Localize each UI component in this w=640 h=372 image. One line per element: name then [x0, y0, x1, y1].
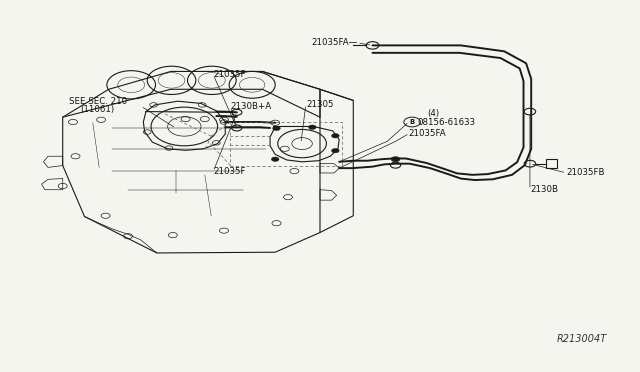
Circle shape [332, 134, 339, 138]
Text: R213004T: R213004T [557, 334, 607, 343]
Text: 21035F: 21035F [213, 167, 246, 176]
Text: B: B [410, 119, 415, 125]
Text: 2130B+A: 2130B+A [230, 102, 271, 110]
Circle shape [273, 126, 280, 131]
Text: 21035FB: 21035FB [566, 169, 605, 177]
Text: 2130B: 2130B [530, 185, 558, 194]
Text: 21035FA—: 21035FA— [311, 38, 357, 47]
Text: 21035F: 21035F [213, 70, 246, 79]
Text: 21305: 21305 [306, 100, 333, 109]
Circle shape [308, 125, 316, 129]
Text: 08156-61633: 08156-61633 [417, 118, 476, 126]
Circle shape [391, 157, 400, 162]
Text: 21035FA: 21035FA [408, 129, 446, 138]
Text: SEE SEC. 210: SEE SEC. 210 [69, 97, 127, 106]
Text: (4): (4) [428, 109, 440, 118]
Circle shape [332, 148, 339, 153]
Circle shape [271, 157, 279, 161]
Text: (11061): (11061) [80, 105, 114, 114]
